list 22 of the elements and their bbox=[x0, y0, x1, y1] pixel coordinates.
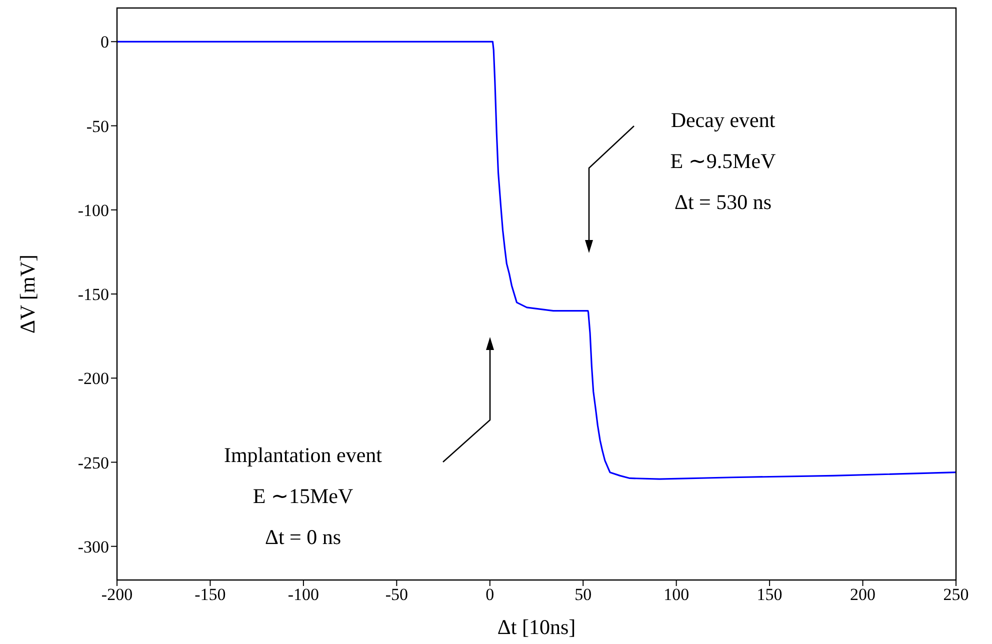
x-tick-label: -200 bbox=[101, 585, 133, 604]
x-tick-label: 50 bbox=[574, 585, 592, 604]
y-tick-label: -200 bbox=[78, 369, 109, 388]
x-tick-label: -100 bbox=[288, 585, 320, 604]
x-tick-label: 250 bbox=[943, 585, 969, 604]
x-tick-label: 0 bbox=[486, 585, 494, 604]
x-tick-label: -150 bbox=[194, 585, 226, 604]
x-tick-label: -50 bbox=[385, 585, 408, 604]
y-tick-label: -100 bbox=[78, 200, 109, 220]
annotation: Decay event E ∼9.5MeV Δt = 530 ns bbox=[670, 108, 776, 214]
x-tick-label: 150 bbox=[756, 585, 782, 604]
y-tick-label: -50 bbox=[86, 116, 109, 136]
y-axis-title: ΔV [mV] bbox=[15, 254, 40, 334]
y-tick-label: -250 bbox=[78, 453, 109, 472]
x-axis-title: Δt [10ns] bbox=[497, 615, 576, 639]
y-tick-label: -150 bbox=[78, 285, 109, 304]
annotation: Implantation event E ∼15MeV Δt = 0 ns bbox=[224, 443, 382, 549]
y-tick-label: -300 bbox=[78, 537, 109, 556]
x-tick-label: 200 bbox=[850, 585, 876, 604]
line-series bbox=[117, 40, 956, 480]
x-tick-label: 100 bbox=[664, 585, 690, 604]
y-tick-label: 0 bbox=[100, 32, 109, 52]
